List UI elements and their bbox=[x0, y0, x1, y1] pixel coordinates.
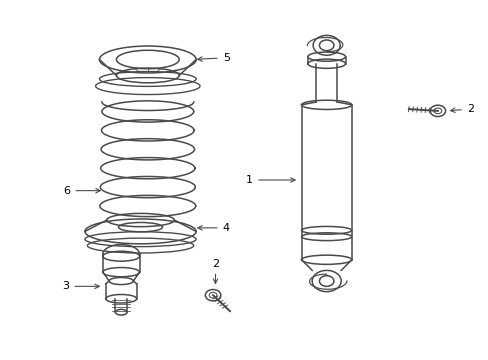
Text: 3: 3 bbox=[62, 281, 99, 291]
Text: 6: 6 bbox=[63, 186, 100, 195]
Text: 4: 4 bbox=[197, 223, 229, 233]
Text: 2: 2 bbox=[211, 258, 219, 283]
Text: 1: 1 bbox=[245, 175, 295, 185]
Text: 5: 5 bbox=[197, 53, 229, 63]
Text: 2: 2 bbox=[449, 104, 473, 114]
